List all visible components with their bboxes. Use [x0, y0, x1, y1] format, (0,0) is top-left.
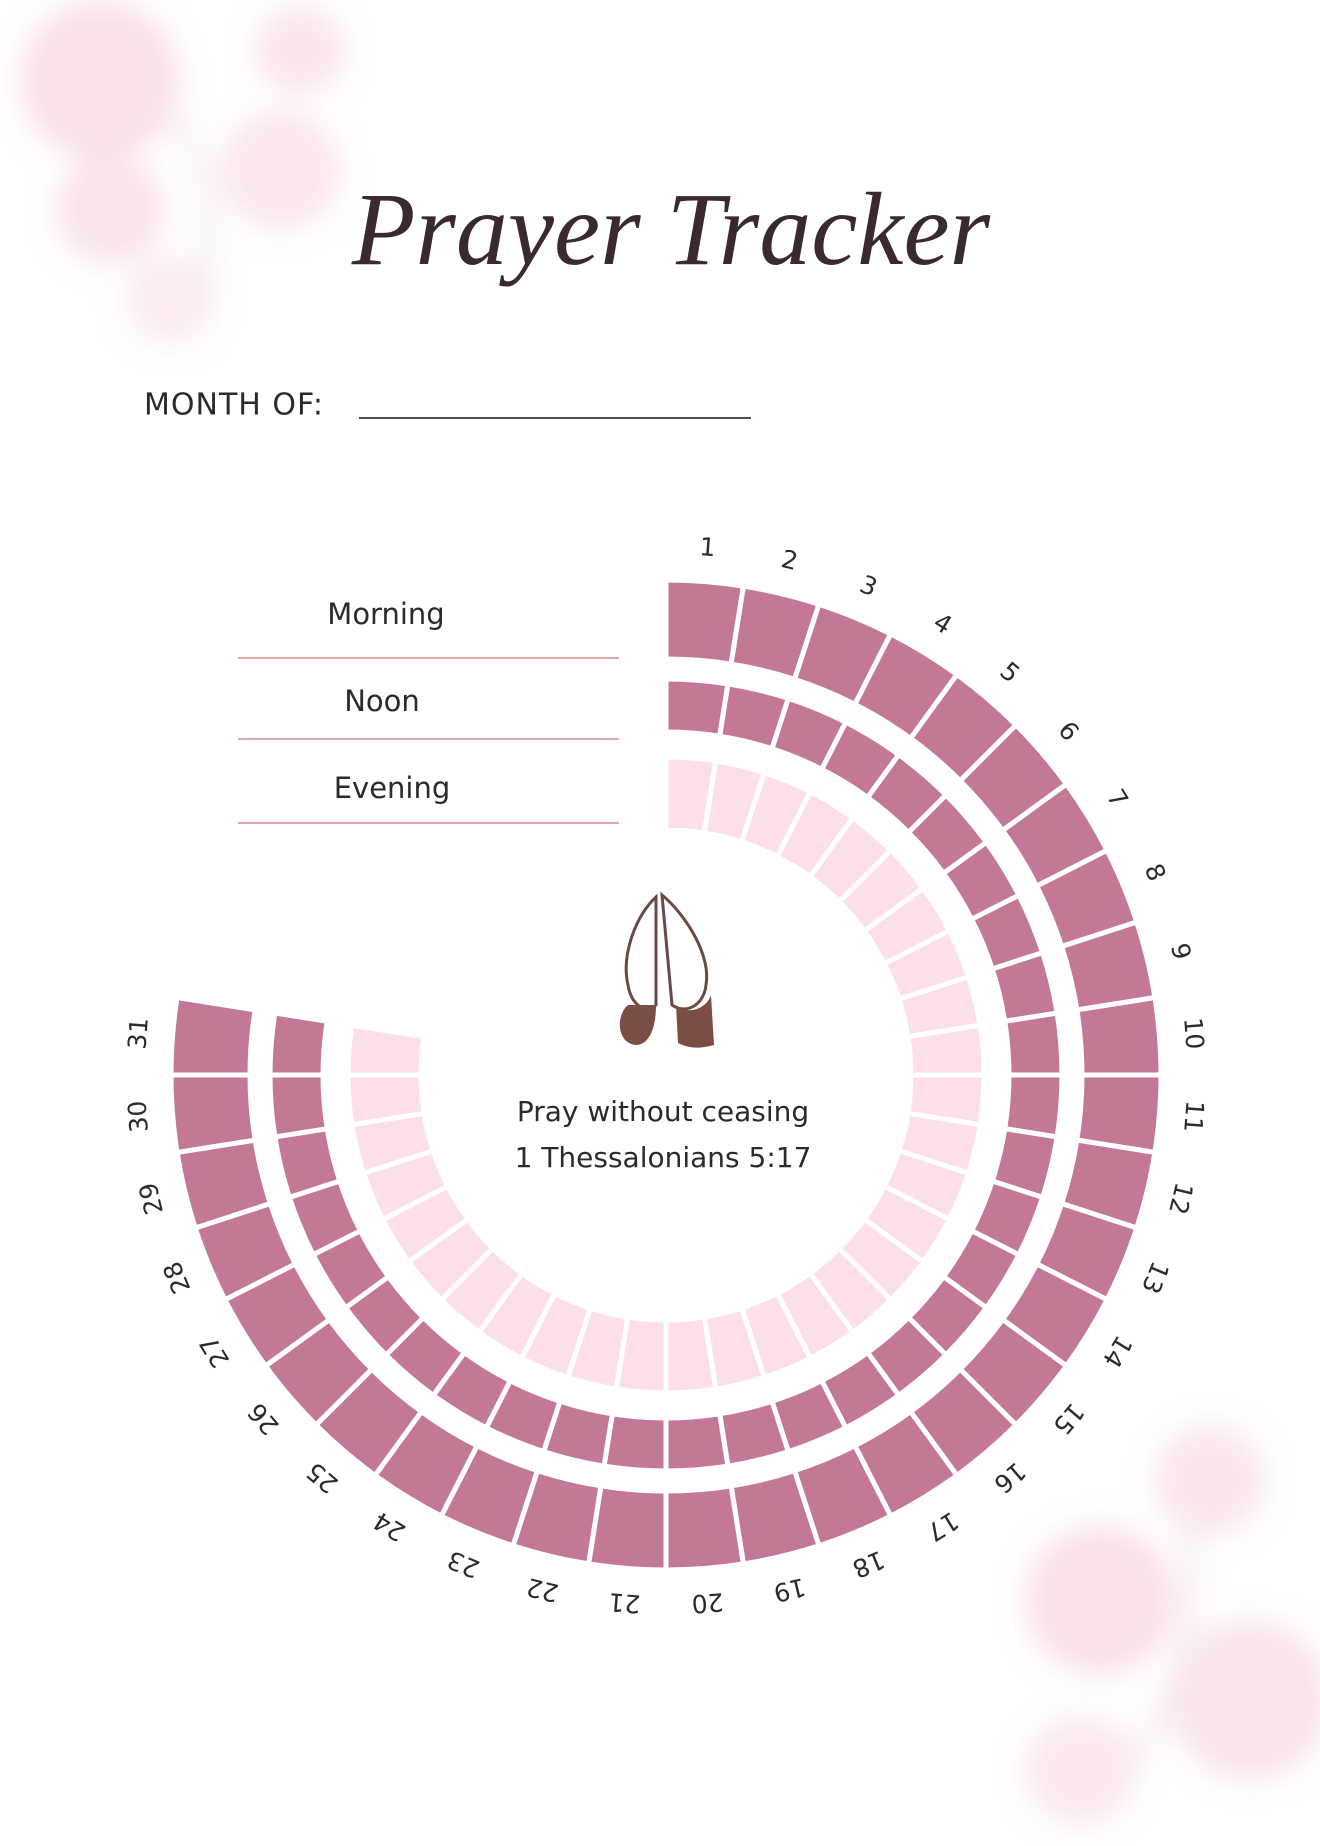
day-number: 19 [771, 1572, 809, 1608]
day-cell [168, 994, 258, 1078]
month-label: MONTH OF: [144, 388, 324, 423]
day-cell [345, 1072, 427, 1128]
day-number: 12 [1163, 1180, 1199, 1218]
flowers-top-left [20, 0, 345, 345]
day-cell [168, 1072, 258, 1156]
time-label: Noon [344, 684, 420, 718]
day-number: 22 [524, 1572, 562, 1608]
day-cell [267, 1010, 331, 1078]
day-number: 21 [607, 1587, 641, 1618]
day-cell [663, 1314, 719, 1396]
day-cell [663, 1483, 747, 1573]
title: Prayer Tracker [351, 172, 991, 287]
day-number: 1 [698, 532, 716, 562]
day-number: 30 [122, 1100, 153, 1134]
day-number: 11 [1178, 1100, 1209, 1134]
flowers-bottom-right [1025, 1425, 1320, 1825]
day-cell [1074, 994, 1164, 1078]
day-number: 31 [122, 1016, 153, 1050]
verse-reference: 1 Thessalonians 5:17 [515, 1141, 812, 1174]
day-number: 29 [133, 1180, 169, 1218]
verse-text: Pray without ceasing [517, 1095, 809, 1128]
day-number: 10 [1178, 1016, 1209, 1050]
day-cell [1001, 1010, 1065, 1078]
time-label: Morning [327, 597, 444, 631]
tracker-rings [168, 577, 1164, 1573]
day-cell [267, 1072, 331, 1140]
day-number: 2 [778, 544, 800, 576]
day-number: 20 [691, 1587, 725, 1618]
time-label: Evening [334, 771, 451, 805]
praying-hands-icon [619, 891, 714, 1048]
day-cell [345, 1022, 427, 1078]
day-number: 9 [1165, 940, 1197, 962]
day-cell [905, 1022, 987, 1078]
day-cell [663, 1410, 731, 1474]
